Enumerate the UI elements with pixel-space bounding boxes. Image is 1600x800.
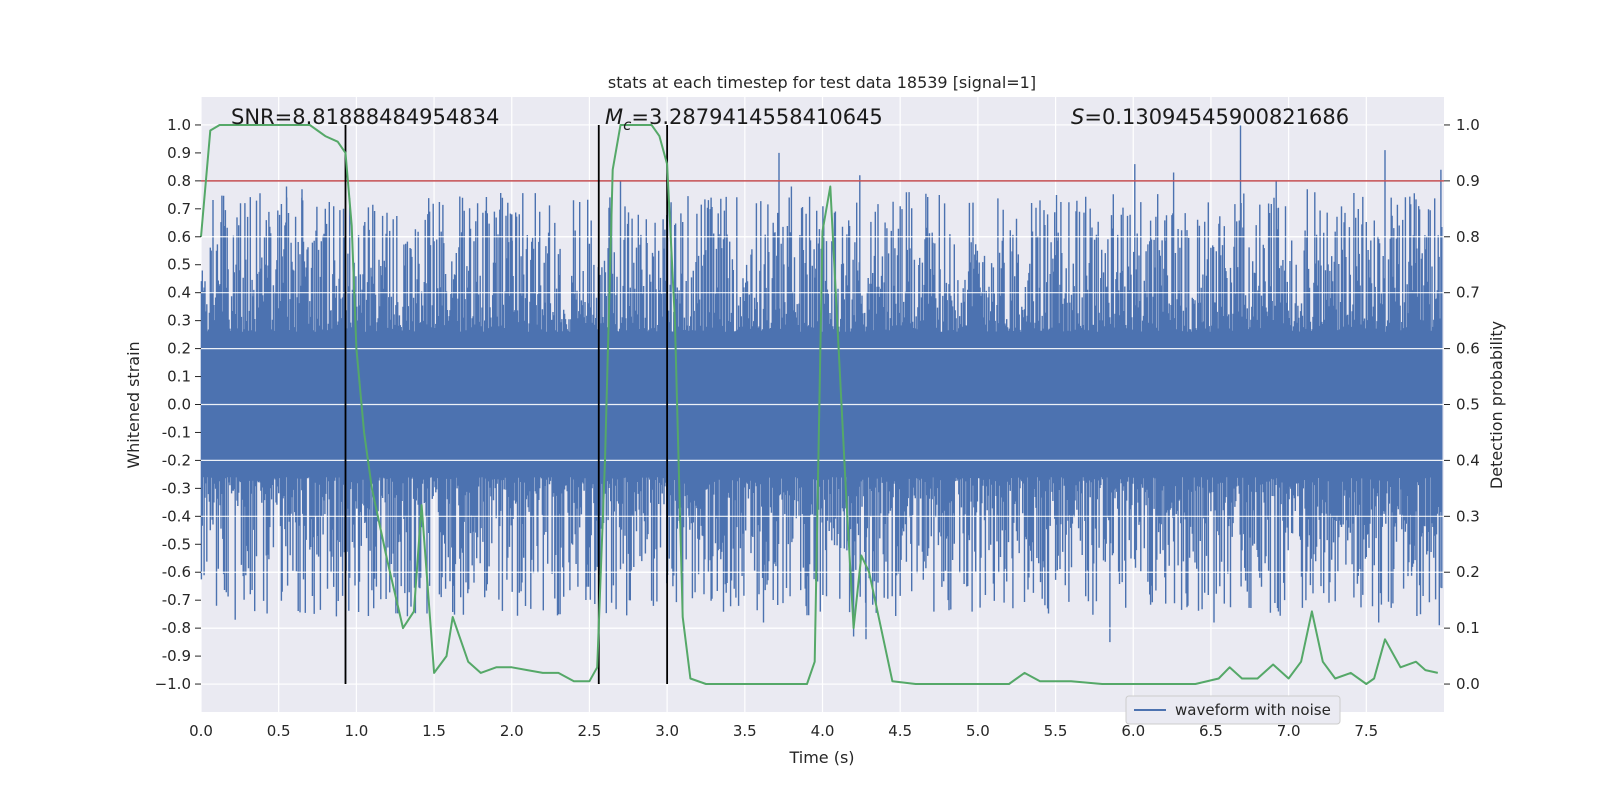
y-tick-label-right: 0.8 xyxy=(1456,228,1480,246)
y-tick-label-left: -0.4 xyxy=(162,507,191,525)
legend-label: waveform with noise xyxy=(1175,701,1331,719)
x-tick-label: 5.0 xyxy=(966,722,990,740)
x-axis-title: Time (s) xyxy=(788,748,854,767)
y-tick-label-left: 0.3 xyxy=(167,312,191,330)
y-tick-label-left: 0.7 xyxy=(167,200,191,218)
legend-box xyxy=(1125,695,1341,725)
y-tick-label-right: 0.7 xyxy=(1456,284,1480,302)
x-tick-label: 3.0 xyxy=(655,722,679,740)
y-tick-label-left: 1.0 xyxy=(167,116,191,134)
y-tick-label-left: -0.7 xyxy=(162,591,191,609)
annotation-s: S=0.13094545900821686 xyxy=(1071,105,1349,129)
legend: waveform with noise xyxy=(1125,695,1341,725)
x-tick-label: 3.5 xyxy=(733,722,757,740)
x-tick-label: 5.5 xyxy=(1044,722,1068,740)
y-tick-label-left: 0.0 xyxy=(167,396,191,414)
x-tick-label: 4.0 xyxy=(811,722,835,740)
axis-ticks: 0.0 0.5 1.0 1.5 2.0 2.5 3.0 3.5 4.0 4.5 5.0 5.5 6.0 6… xyxy=(155,116,1480,740)
x-tick-label: 0.5 xyxy=(267,722,291,740)
y-tick-label-left: 0.9 xyxy=(167,144,191,162)
x-tick-label: 4.5 xyxy=(888,722,912,740)
y-tick-label-right: 0.5 xyxy=(1456,396,1480,414)
y-tick-label-right: 0.4 xyxy=(1456,451,1480,469)
x-tick-label: 6.0 xyxy=(1121,722,1145,740)
y-tick-label-right: 0.6 xyxy=(1456,340,1480,358)
y-tick-label-left: -0.8 xyxy=(162,619,191,637)
y-tick-label-left: 0.1 xyxy=(167,368,191,386)
y-axis-title-left: Whitened strain xyxy=(124,341,143,468)
annotation-chirp-mass: Mc=3.2879414558410645 xyxy=(605,105,883,134)
y-tick-label-left: -0.6 xyxy=(162,563,191,581)
x-tick-label: 2.0 xyxy=(500,722,524,740)
x-tick-label: 7.5 xyxy=(1354,722,1378,740)
x-tick-label: 6.5 xyxy=(1199,722,1223,740)
y-tick-label-left: 0.8 xyxy=(167,172,191,190)
y-tick-label-right: 1.0 xyxy=(1456,116,1480,134)
x-tick-label: 7.0 xyxy=(1277,722,1301,740)
x-tick-label: 0.0 xyxy=(189,722,213,740)
y-tick-label-right: 0.9 xyxy=(1456,172,1480,190)
y-tick-label-left: -0.1 xyxy=(162,423,191,441)
y-tick-label-left: 0.2 xyxy=(167,340,191,358)
y-tick-label-left: -0.5 xyxy=(162,535,191,553)
y-tick-label-left: -0.2 xyxy=(162,451,191,469)
x-tick-label: 1.0 xyxy=(344,722,368,740)
y-tick-label-right: 0.0 xyxy=(1456,675,1480,693)
y-tick-label-left: −1.0 xyxy=(155,675,191,693)
x-tick-label: 2.5 xyxy=(578,722,602,740)
y-tick-label-left: 0.4 xyxy=(167,284,191,302)
y-tick-label-right: 0.3 xyxy=(1456,507,1480,525)
y-axis-title-right: Detection probability xyxy=(1487,321,1506,489)
y-tick-label-left: 0.5 xyxy=(167,256,191,274)
y-tick-label-left: -0.9 xyxy=(162,647,191,665)
chart-title: stats at each timestep for test data 185… xyxy=(608,73,1036,92)
y-tick-label-left: -0.3 xyxy=(162,479,191,497)
overlay-lines xyxy=(201,124,1444,685)
detection-probability-series xyxy=(200,124,1439,685)
y-tick-label-left: 0.6 xyxy=(167,228,191,246)
detection-probability-line xyxy=(200,124,1439,685)
annotation-snr: SNR=8.81888484954834 xyxy=(231,105,499,129)
x-tick-label: 1.5 xyxy=(422,722,446,740)
y-tick-label-right: 0.1 xyxy=(1456,619,1480,637)
y-tick-label-right: 0.2 xyxy=(1456,563,1480,581)
